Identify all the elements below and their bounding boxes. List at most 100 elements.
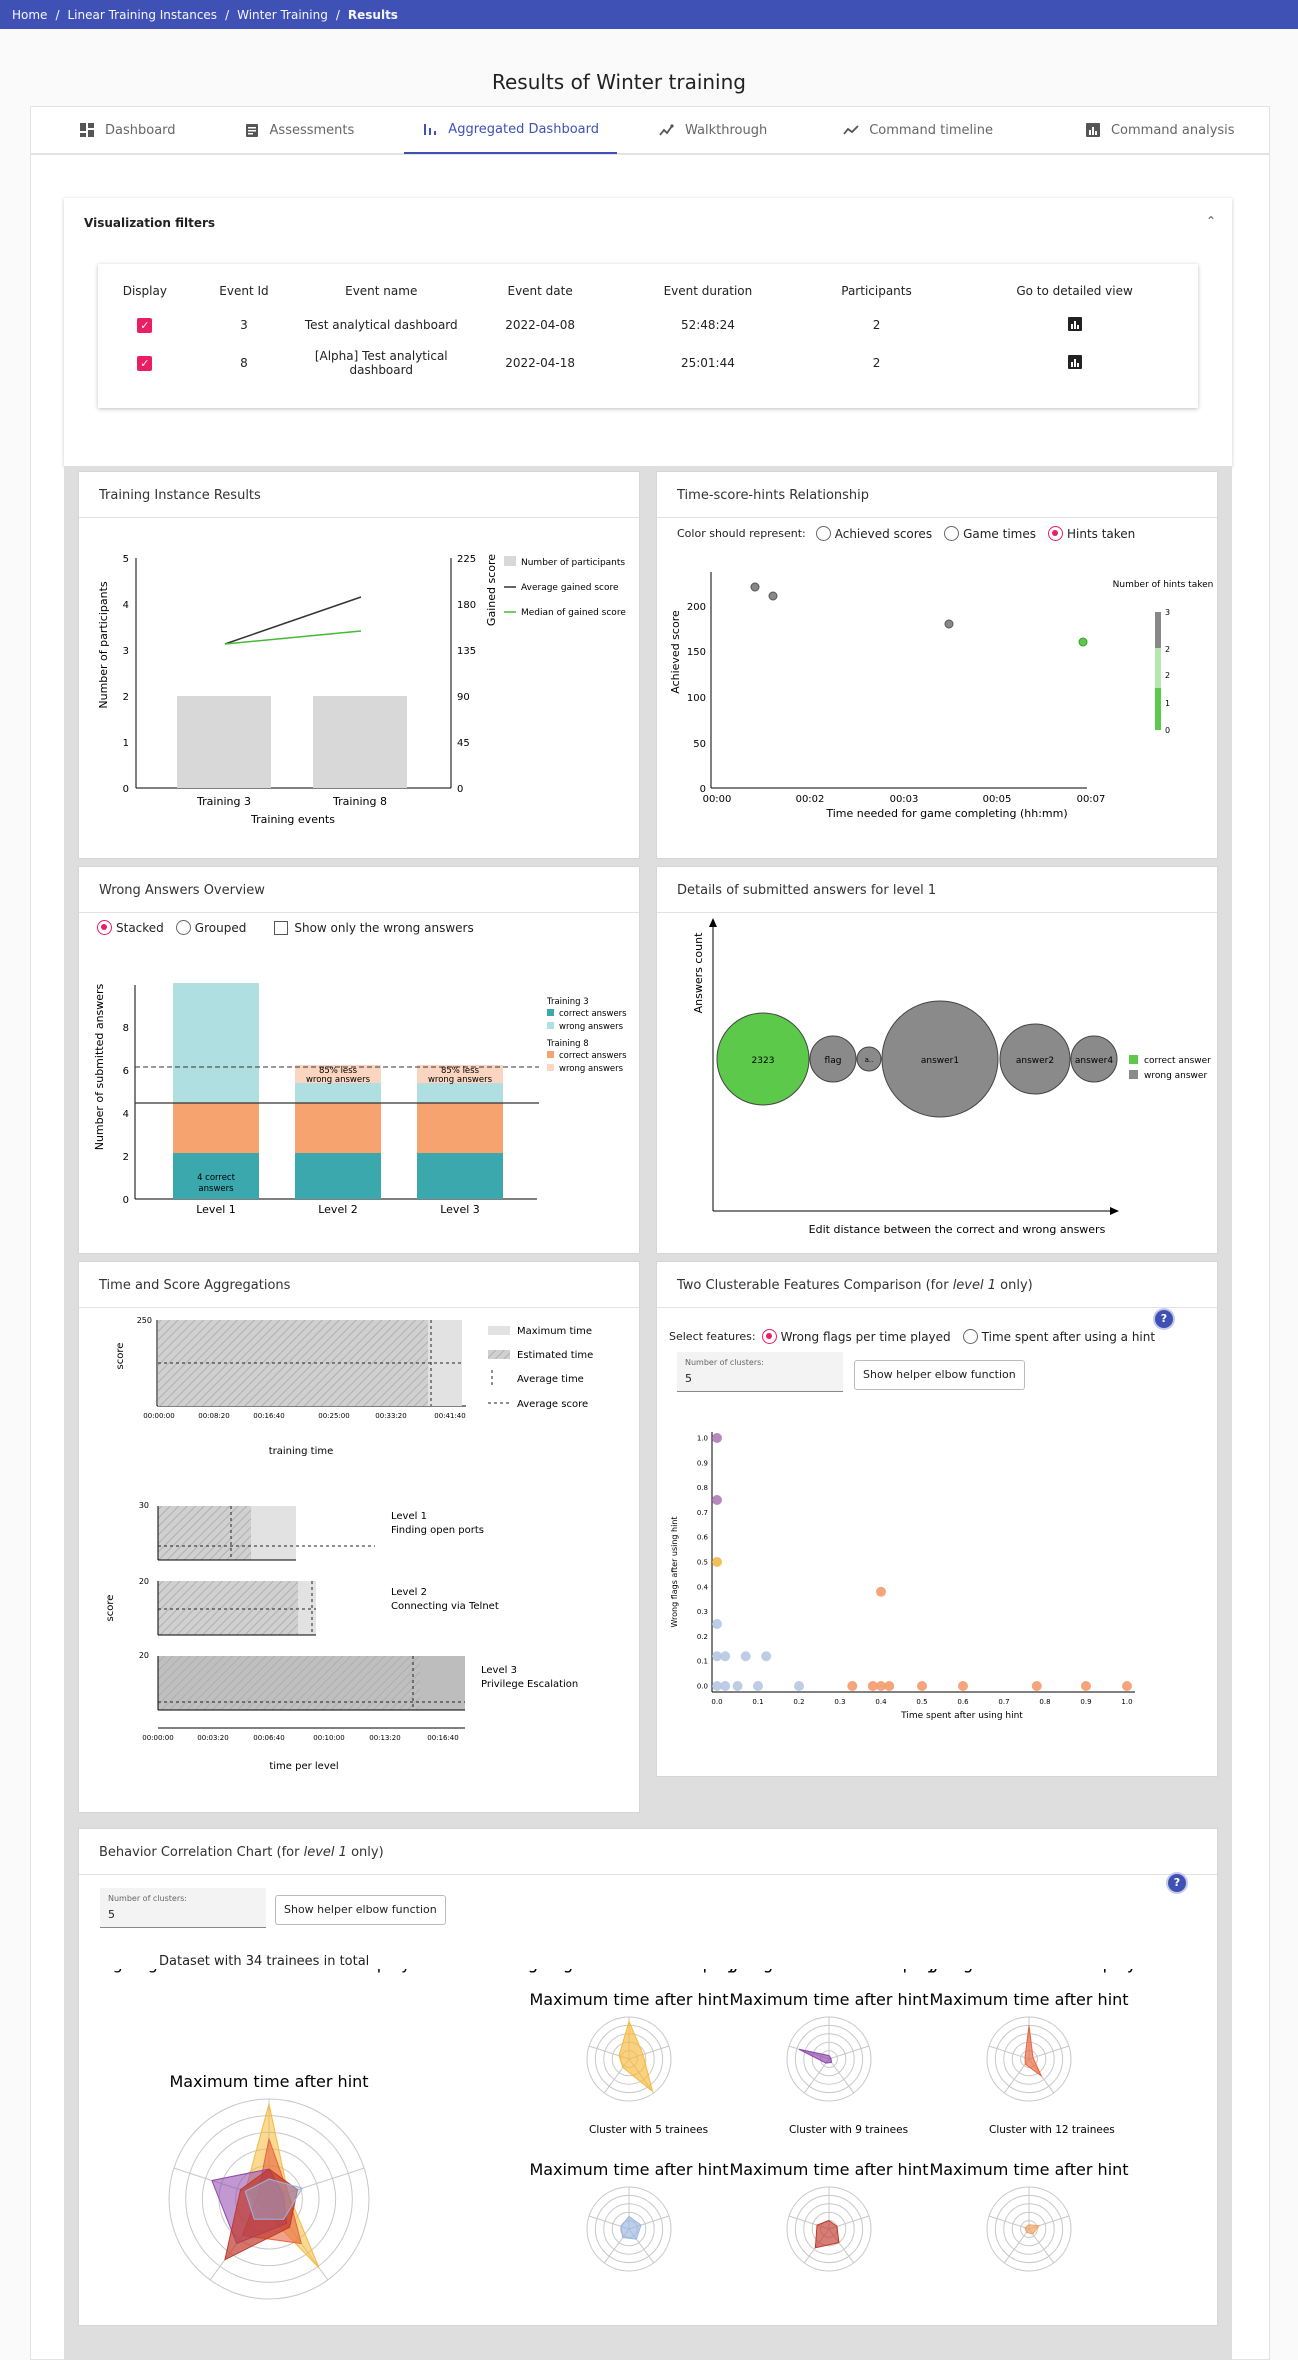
data-point xyxy=(720,1651,731,1662)
breadcrumb-instances[interactable]: Linear Training Instances xyxy=(67,7,218,22)
tab-command-timeline[interactable]: Command timeline xyxy=(825,106,1011,154)
bar-wrong-t3 xyxy=(295,1083,381,1103)
y-tick: 0.4 xyxy=(697,1583,709,1591)
helper-elbow-button[interactable]: Show helper elbow function xyxy=(854,1360,1025,1390)
y-tick: 0.9 xyxy=(697,1459,708,1467)
insights-icon xyxy=(659,124,674,136)
axis-label: Maximum time after hint xyxy=(529,2160,728,2179)
only-wrong-checkbox[interactable]: Show only the wrong answers xyxy=(274,920,474,935)
display-checkbox[interactable]: ✓ xyxy=(137,355,153,371)
y-tick: 5 xyxy=(123,554,129,565)
breadcrumb-training[interactable]: Winter Training xyxy=(237,7,328,22)
help-icon[interactable]: ? xyxy=(1155,1310,1173,1328)
x-tick: 00:07 xyxy=(1077,794,1106,805)
help-icon[interactable]: ? xyxy=(1168,1874,1186,1892)
option-hints-taken[interactable]: Hints taken xyxy=(1047,526,1135,541)
y-tick: 0.3 xyxy=(697,1608,708,1616)
analytics-icon[interactable] xyxy=(1067,316,1082,331)
annotation: 85% less xyxy=(441,1066,480,1076)
legend-tick: 2 xyxy=(1165,671,1170,680)
helper-elbow-button[interactable]: Show helper elbow function xyxy=(275,1895,446,1925)
title-text: only) xyxy=(996,1278,1033,1293)
radar-shape xyxy=(620,2215,642,2240)
y-tick: 0.2 xyxy=(697,1633,708,1641)
radar-chart: Maximum time after hint Hints takenTime p… xyxy=(687,1969,968,2102)
cell-event-date: 2022-04-18 xyxy=(505,356,575,370)
behavior-radar-charts: Maximum time after hintHints takenTime p… xyxy=(79,1969,1168,2300)
radar-shape xyxy=(618,2019,654,2093)
x-tick: Level 3 xyxy=(440,1203,480,1216)
y-tick: 0 xyxy=(123,1195,129,1206)
option-time-after-hint[interactable]: Time spent after using a hint xyxy=(962,1329,1156,1344)
radar-chart: Maximum time after hint Hints takenTime p… xyxy=(687,1969,968,2272)
level-title: Privilege Escalation xyxy=(481,1679,578,1690)
analytics-icon[interactable] xyxy=(1067,354,1082,369)
bubble-correct xyxy=(716,1012,810,1106)
annotation: wrong answers xyxy=(428,1075,493,1085)
axis-label: Wrong flags xyxy=(487,1969,582,1973)
option-stacked[interactable]: Stacked xyxy=(97,920,164,935)
analytics-icon xyxy=(1085,123,1100,137)
axis-label: Time played xyxy=(331,1969,430,1973)
data-point xyxy=(1081,1681,1091,1691)
x-tick: 0.9 xyxy=(1080,1698,1091,1706)
legend-group: Training 8 xyxy=(546,1039,589,1049)
legend-tick: 1 xyxy=(1165,699,1170,708)
cluster-title: Cluster with 9 trainees xyxy=(789,2124,908,2136)
title-level: level 1 xyxy=(303,1845,347,1860)
x-tick: 00:03:20 xyxy=(197,1734,228,1742)
legend-label: correct answers xyxy=(559,1051,627,1061)
option-wrong-flags[interactable]: Wrong flags per time played xyxy=(761,1329,951,1344)
option-game-times[interactable]: Game times xyxy=(944,526,1036,541)
y-tick: 0 xyxy=(123,784,129,795)
col-event-date: Event date xyxy=(507,284,573,298)
y-tick: 1.0 xyxy=(697,1435,708,1443)
radar-shape xyxy=(1024,2224,1040,2235)
axis-label: Score total xyxy=(713,1969,799,1973)
legend-label: Estimated time xyxy=(517,1350,593,1361)
y2-tick: 225 xyxy=(457,554,476,565)
clusterable-features-chart: Wrong flags after using hint 0.0 0.1 0.2 0.… xyxy=(670,1432,1135,1721)
x-tick: 00:00:00 xyxy=(142,1734,173,1742)
tab-assessments[interactable]: Assessments xyxy=(226,106,373,154)
y-tick: 0.0 xyxy=(697,1683,708,1691)
y-tick: 4 xyxy=(123,1109,129,1120)
cell-event-id: 3 xyxy=(240,318,248,332)
dataset-title: Dataset with 34 trainees in total xyxy=(159,1954,370,1969)
y-tick: 20 xyxy=(139,1577,149,1586)
chevron-up-icon[interactable]: ⌃ xyxy=(1205,214,1216,228)
tab-command-analysis[interactable]: Command analysis xyxy=(1067,106,1253,154)
option-label: Time spent after using a hint xyxy=(981,1329,1156,1344)
bubble-wrong xyxy=(856,1046,882,1072)
option-label: Show only the wrong answers xyxy=(294,920,474,935)
axis-label: Maximum time after hint xyxy=(929,1990,1128,2009)
x-tick: 00:16:40 xyxy=(253,1412,284,1420)
axis-label: Time played xyxy=(857,1969,956,1973)
clusters-field[interactable]: Number of clusters: 5 xyxy=(100,1888,266,1928)
axis-label: Maximum time after hint xyxy=(729,2160,928,2179)
axis-label: Score total xyxy=(913,1969,999,1973)
legend-bar-0 xyxy=(1155,688,1161,730)
y-axis-label: score xyxy=(105,1595,116,1622)
axis-label: Score total xyxy=(713,1969,799,1973)
tab-aggregated-dashboard[interactable]: Aggregated Dashboard xyxy=(404,106,617,154)
data-point xyxy=(958,1681,968,1691)
tab-dashboard[interactable]: Dashboard xyxy=(61,106,194,154)
training-instance-results-card: Training Instance Results Number of part… xyxy=(78,471,640,859)
y-tick: 3 xyxy=(123,646,129,657)
x-tick: 0.6 xyxy=(957,1698,969,1706)
data-point xyxy=(740,1651,751,1662)
y2-tick: 0 xyxy=(457,784,463,795)
card-title: Training Instance Results xyxy=(99,488,261,503)
option-grouped[interactable]: Grouped xyxy=(175,920,246,935)
breadcrumb-home[interactable]: Home xyxy=(12,7,48,22)
tab-walkthrough[interactable]: Walkthrough xyxy=(641,106,785,154)
display-checkbox[interactable]: ✓ xyxy=(137,317,153,333)
annotation: answers xyxy=(198,1184,234,1194)
option-label: Game times xyxy=(963,526,1036,541)
x-axis-label: Time needed for game completing (hh:mm) xyxy=(825,807,1067,820)
clusters-field[interactable]: Number of clusters: 5 xyxy=(677,1352,843,1392)
cluster-title: Cluster with 5 trainees xyxy=(589,2124,708,2136)
option-achieved-scores[interactable]: Achieved scores xyxy=(815,526,932,541)
median-score-line xyxy=(224,630,362,645)
